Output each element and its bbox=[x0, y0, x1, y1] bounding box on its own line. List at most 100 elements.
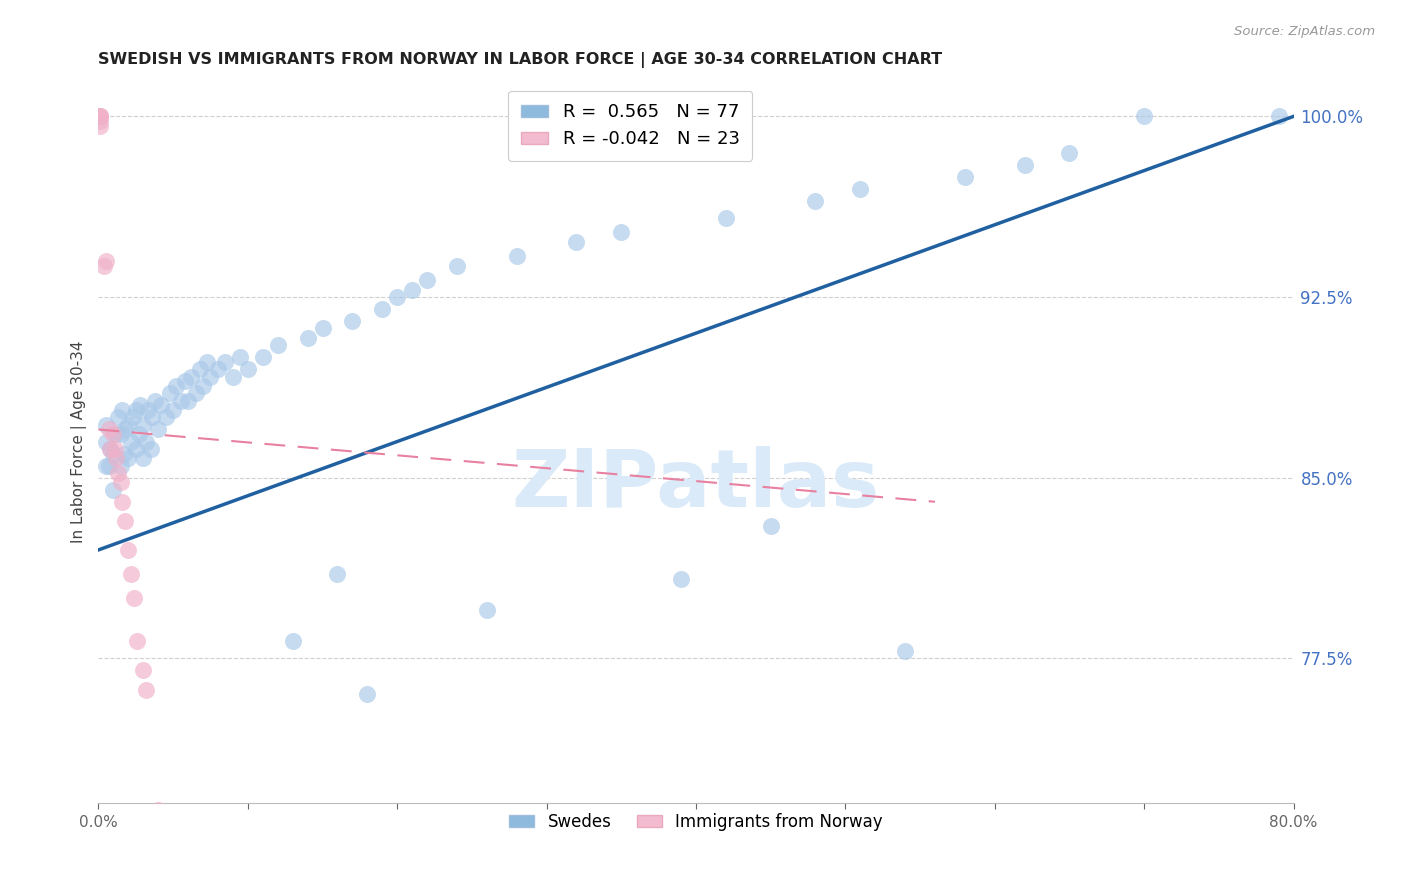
Point bbox=[169, 393, 191, 408]
Point bbox=[103, 483, 125, 497]
Point bbox=[121, 410, 143, 425]
Point bbox=[120, 567, 142, 582]
Point bbox=[214, 355, 236, 369]
Point bbox=[401, 283, 423, 297]
Point bbox=[105, 427, 128, 442]
Y-axis label: In Labor Force | Age 30-34: In Labor Force | Age 30-34 bbox=[72, 340, 87, 543]
Point bbox=[110, 475, 132, 490]
Point bbox=[127, 634, 149, 648]
Point bbox=[112, 446, 135, 460]
Point bbox=[326, 567, 349, 582]
Point bbox=[236, 362, 259, 376]
Point bbox=[177, 393, 200, 408]
Point bbox=[107, 410, 129, 425]
Point bbox=[117, 543, 139, 558]
Text: Source: ZipAtlas.com: Source: ZipAtlas.com bbox=[1234, 25, 1375, 38]
Point bbox=[125, 442, 148, 456]
Point bbox=[1267, 109, 1289, 123]
Point bbox=[1059, 145, 1081, 160]
Point bbox=[114, 514, 136, 528]
Point bbox=[371, 301, 394, 317]
Point bbox=[124, 591, 146, 606]
Point bbox=[191, 379, 214, 393]
Point bbox=[143, 393, 166, 408]
Point bbox=[188, 362, 211, 376]
Point bbox=[356, 687, 378, 701]
Point bbox=[342, 314, 364, 328]
Point bbox=[89, 114, 111, 128]
Point bbox=[184, 386, 207, 401]
Point bbox=[267, 338, 290, 352]
Point bbox=[1133, 109, 1156, 123]
Point bbox=[953, 169, 976, 184]
Point bbox=[849, 181, 872, 195]
Point bbox=[136, 403, 159, 417]
Point bbox=[117, 451, 139, 466]
Point bbox=[94, 254, 117, 268]
Point bbox=[565, 235, 588, 249]
Point bbox=[105, 451, 128, 466]
Point bbox=[94, 417, 117, 432]
Point bbox=[159, 386, 181, 401]
Point bbox=[475, 603, 498, 617]
Point bbox=[1014, 158, 1036, 172]
Point bbox=[98, 442, 122, 456]
Point bbox=[103, 446, 125, 460]
Point bbox=[252, 351, 274, 365]
Point bbox=[197, 355, 219, 369]
Point bbox=[103, 427, 125, 442]
Point bbox=[110, 427, 132, 442]
Point bbox=[139, 442, 162, 456]
Point bbox=[132, 417, 155, 432]
Point bbox=[93, 259, 115, 273]
Point bbox=[111, 403, 134, 417]
Point bbox=[89, 109, 111, 123]
Point bbox=[148, 803, 170, 817]
Point bbox=[129, 399, 152, 413]
Point bbox=[759, 519, 782, 533]
Point bbox=[98, 442, 122, 456]
Point bbox=[141, 410, 163, 425]
Point bbox=[94, 458, 117, 473]
Point bbox=[107, 466, 129, 480]
Point bbox=[229, 351, 252, 365]
Point bbox=[804, 194, 827, 208]
Point bbox=[89, 119, 111, 133]
Point bbox=[94, 434, 117, 449]
Point bbox=[120, 434, 142, 449]
Point bbox=[669, 572, 692, 586]
Point bbox=[200, 369, 222, 384]
Point bbox=[222, 369, 245, 384]
Point bbox=[148, 423, 170, 437]
Point bbox=[128, 427, 150, 442]
Point bbox=[132, 451, 155, 466]
Point bbox=[135, 682, 157, 697]
Point bbox=[155, 410, 177, 425]
Point bbox=[135, 434, 157, 449]
Point bbox=[165, 379, 187, 393]
Point bbox=[97, 458, 120, 473]
Point bbox=[174, 374, 197, 388]
Point bbox=[207, 362, 229, 376]
Point bbox=[297, 331, 319, 345]
Point bbox=[714, 211, 737, 225]
Point bbox=[385, 290, 409, 304]
Point bbox=[89, 109, 111, 123]
Point bbox=[117, 417, 139, 432]
Point bbox=[162, 403, 184, 417]
Point bbox=[89, 109, 111, 123]
Legend: Swedes, Immigrants from Norway: Swedes, Immigrants from Norway bbox=[503, 806, 889, 838]
Point bbox=[281, 634, 304, 648]
Text: ZIPatlas: ZIPatlas bbox=[512, 446, 880, 524]
Point bbox=[104, 442, 127, 456]
Point bbox=[114, 423, 136, 437]
Point bbox=[150, 399, 173, 413]
Point bbox=[416, 273, 439, 287]
Point bbox=[446, 259, 468, 273]
Point bbox=[506, 249, 529, 263]
Point bbox=[610, 225, 633, 239]
Point bbox=[111, 494, 134, 508]
Point bbox=[180, 369, 202, 384]
Point bbox=[97, 423, 120, 437]
Point bbox=[311, 321, 333, 335]
